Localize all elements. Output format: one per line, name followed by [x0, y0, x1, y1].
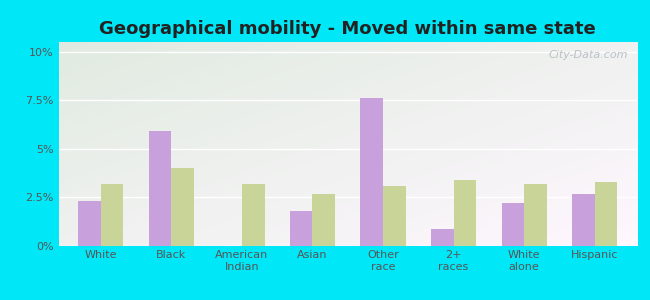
Bar [383, 186, 406, 246]
Bar [313, 194, 335, 246]
Bar [78, 201, 101, 246]
Bar [149, 131, 172, 246]
Bar [454, 180, 476, 246]
Text: City-Data.com: City-Data.com [549, 50, 629, 60]
Bar [290, 211, 313, 246]
Bar [572, 194, 595, 246]
Bar [172, 168, 194, 246]
Bar [431, 229, 454, 246]
Bar [101, 184, 124, 246]
Bar [242, 184, 265, 246]
Title: Geographical mobility - Moved within same state: Geographical mobility - Moved within sam… [99, 20, 596, 38]
Bar [361, 98, 383, 246]
Bar [502, 203, 524, 246]
Bar [595, 182, 618, 246]
Bar [524, 184, 547, 246]
